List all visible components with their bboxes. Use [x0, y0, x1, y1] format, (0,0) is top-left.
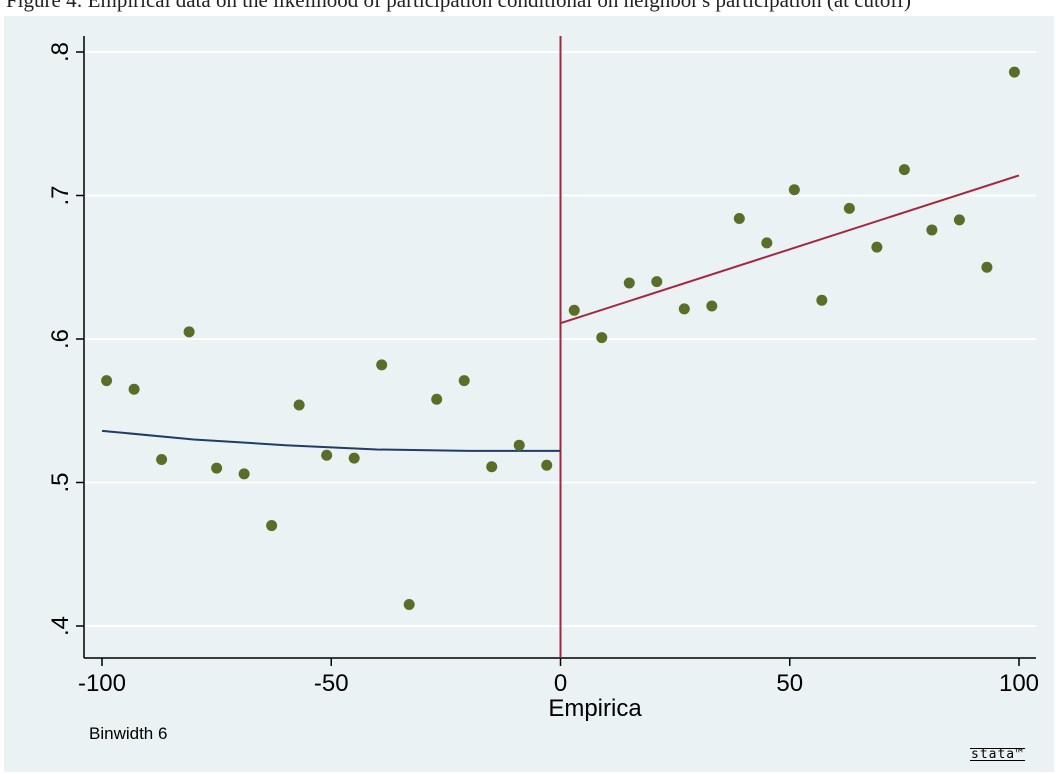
y-tick-label-2: .6: [47, 329, 74, 349]
fit-lines: [101, 36, 1020, 658]
data-point-17: [568, 304, 580, 316]
data-point-5: [238, 468, 250, 480]
data-point-2: [156, 454, 168, 466]
data-point-14: [486, 461, 498, 473]
figure-caption: Figure 4: Empirical data on the likeliho…: [6, 0, 911, 12]
x-tick-label-3: 50: [776, 670, 803, 697]
graph-region: .4 .5 .6 .7 .8 -100 -50 0 50 100 Empirica: [4, 16, 1054, 772]
data-point-20: [651, 276, 663, 288]
fit-line-left: [101, 429, 561, 452]
data-point-22: [706, 300, 718, 312]
data-point-28: [871, 241, 883, 253]
data-point-26: [816, 294, 828, 306]
data-point-1: [128, 383, 140, 395]
y-tick-label-4: .8: [47, 42, 74, 62]
data-point-11: [403, 598, 415, 610]
y-tick-label-0: .4: [47, 616, 74, 636]
data-point-31: [953, 214, 965, 226]
data-point-23: [733, 212, 745, 224]
data-point-9: [348, 452, 360, 464]
data-point-7: [293, 399, 305, 411]
data-point-6: [266, 520, 278, 532]
data-point-13: [458, 375, 470, 387]
data-points: [101, 66, 1020, 610]
data-point-30: [926, 224, 938, 236]
x-tick-label-4: 100: [999, 670, 1039, 697]
data-point-8: [321, 449, 333, 461]
data-point-32: [981, 261, 993, 273]
x-tick-label-0: -100: [78, 670, 126, 697]
stata-logo: stata™: [970, 747, 1025, 762]
data-point-21: [678, 303, 690, 315]
data-point-33: [1008, 66, 1020, 78]
data-point-29: [898, 164, 910, 176]
data-point-12: [431, 393, 443, 405]
data-point-18: [596, 332, 608, 344]
x-tick-label-1: -50: [314, 670, 349, 697]
data-point-25: [788, 184, 800, 196]
x-axis-title: Empirica: [548, 695, 642, 722]
data-point-0: [101, 375, 113, 387]
data-point-24: [761, 237, 773, 249]
fit-line-right: [560, 174, 1020, 325]
binwidth-note: Binwidth 6: [89, 724, 168, 743]
data-point-16: [541, 459, 553, 471]
data-point-19: [623, 277, 635, 289]
data-point-3: [183, 326, 195, 338]
tick-labels: .4 .5 .6 .7 .8 -100 -50 0 50 100: [47, 42, 1039, 697]
data-point-27: [843, 202, 855, 214]
scatter-plot: .4 .5 .6 .7 .8 -100 -50 0 50 100 Empirica: [47, 36, 1039, 722]
data-point-4: [211, 462, 223, 474]
y-tick-label-1: .5: [47, 472, 74, 492]
data-point-10: [376, 359, 388, 371]
x-tick-label-2: 0: [554, 670, 567, 697]
y-tick-label-3: .7: [47, 185, 74, 205]
data-point-15: [513, 439, 525, 451]
